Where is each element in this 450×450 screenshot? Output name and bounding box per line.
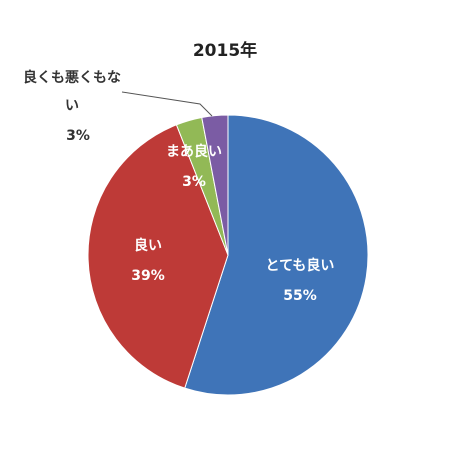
value-label: 39% xyxy=(131,268,165,284)
chart-title: 2015年 xyxy=(192,41,258,61)
slice-name: 良い xyxy=(134,238,162,254)
pie-slice xyxy=(201,114,229,256)
slice-name: とても良い xyxy=(265,258,335,274)
slice-name: 良くも悪くもない xyxy=(23,70,121,114)
value-label: 3% xyxy=(182,174,206,190)
pie-slice xyxy=(87,124,229,389)
value-label: 55% xyxy=(283,288,317,304)
slice-name: まあ良い xyxy=(166,144,222,160)
value-label: 3% xyxy=(66,128,90,144)
leader-line xyxy=(121,91,213,117)
pie-slice xyxy=(184,114,369,396)
